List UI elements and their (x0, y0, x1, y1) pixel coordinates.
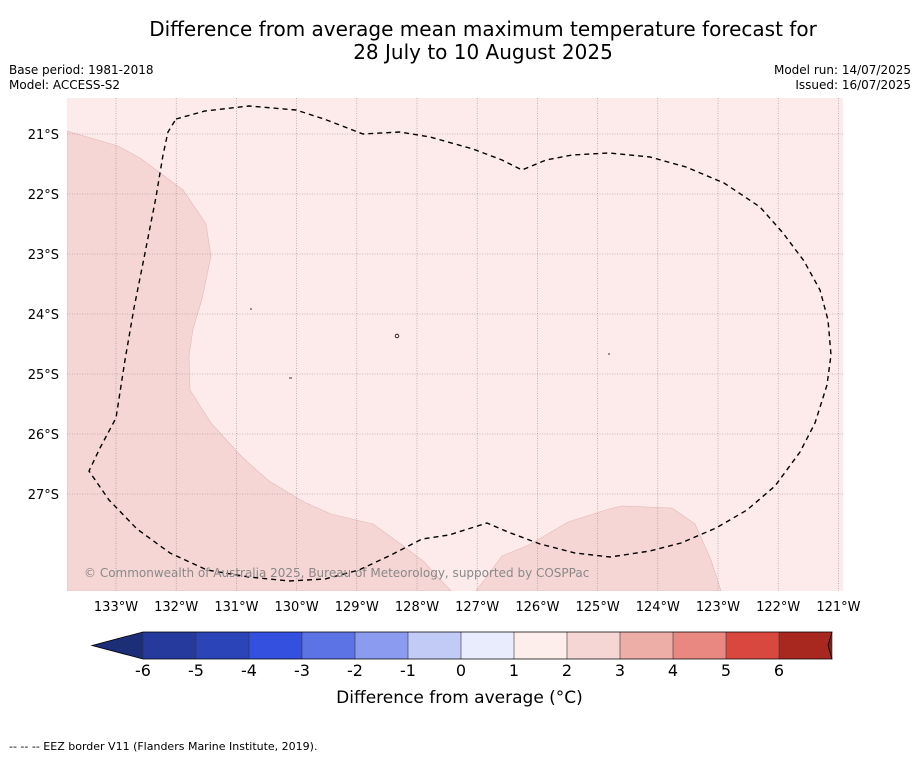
colorbar-swatch (726, 632, 779, 659)
longitude-label: 131°W (214, 600, 258, 615)
colorbar-outline (90, 631, 833, 660)
longitude-labels: 133°W 132°W 131°W 130°W 129°W 128°W 127°W 126°W… (94, 600, 861, 615)
anomaly-region-1-2-west (67, 130, 452, 591)
longitude-label: 129°W (335, 600, 379, 615)
colorbar-swatch (620, 632, 673, 659)
colorbar-tick-label: -1 (400, 661, 416, 680)
eez-border (88, 105, 832, 582)
longitude-label: 132°W (154, 600, 198, 615)
colorbar-label: Difference from average (°C) (336, 688, 583, 708)
colorbar-tick-label: -6 (135, 661, 151, 680)
colorbar-tick-label: -3 (294, 661, 310, 680)
colorbar-under-arrow (92, 632, 143, 659)
colorbar-tick-label: 4 (668, 661, 678, 680)
chart-title: Difference from average mean maximum tem… (0, 18, 919, 64)
colorbar-swatch (673, 632, 726, 659)
colorbar-swatch (514, 632, 567, 659)
colorbar-swatch (196, 632, 249, 659)
colorbar-swatch (302, 632, 355, 659)
title-line-1: Difference from average mean maximum tem… (149, 17, 817, 41)
colorbar-swatch (249, 632, 302, 659)
anomaly-region-1-2-southeast (475, 505, 722, 591)
latitude-labels: 21°S 22°S 23°S 24°S 25°S 26°S 27°S (28, 128, 59, 503)
colorbar-swatch (779, 632, 832, 659)
longitude-label: 121°W (816, 600, 860, 615)
eez-footnote: -- -- -- EEZ border V11 (Flanders Marine… (9, 740, 318, 753)
latitude-label: 25°S (28, 368, 59, 383)
latitude-label: 21°S (28, 128, 59, 143)
longitude-label: 122°W (756, 600, 800, 615)
model-run: Model run: 14/07/2025 (773, 63, 911, 77)
map-area: © Commonwealth of Australia 2025, Bureau… (67, 98, 843, 591)
longitude-label: 125°W (576, 600, 620, 615)
colorbar-swatch (461, 632, 514, 659)
latitude-label: 26°S (28, 428, 59, 443)
copyright-notice: © Commonwealth of Australia 2025, Bureau… (84, 566, 589, 580)
issued-date: Issued: 16/07/2025 (795, 78, 911, 92)
colorbar: -6 -5 -4 -3 -2 -1 0 1 2 3 4 5 6 (90, 631, 833, 680)
meta-right: Model run: 14/07/2025 Issued: 16/07/2025 (774, 63, 911, 93)
longitude-label: 128°W (395, 600, 439, 615)
colorbar-swatch (567, 632, 620, 659)
longitude-label: 133°W (94, 600, 138, 615)
colorbar-tick-label: 0 (456, 661, 466, 680)
colorbar-swatch (408, 632, 461, 659)
colorbar-tick-label: 5 (721, 661, 731, 680)
colorbar-swatch (143, 632, 196, 659)
graticule (67, 98, 843, 591)
model-name: Model: ACCESS-S2 (9, 78, 121, 92)
longitude-label: 126°W (515, 600, 559, 615)
latitude-label: 23°S (28, 248, 59, 263)
colorbar-tick-label: -2 (347, 661, 363, 680)
longitude-label: 123°W (696, 600, 740, 615)
colorbar-tick-label: 1 (509, 661, 519, 680)
title-line-2: 28 July to 10 August 2025 (353, 40, 613, 64)
colorbar-tick-label: 2 (562, 661, 572, 680)
latitude-label: 27°S (28, 488, 59, 503)
meta-left: Base period: 1981-2018 Model: ACCESS-S2 (9, 63, 154, 93)
colorbar-swatch (355, 632, 408, 659)
colorbar-tick-label: -4 (241, 661, 257, 680)
colorbar-tick-label: 3 (615, 661, 625, 680)
longitude-label: 124°W (636, 600, 680, 615)
latitude-label: 24°S (28, 308, 59, 323)
island-marker (394, 333, 400, 339)
base-period: Base period: 1981-2018 (9, 63, 154, 77)
colorbar-tick-label: -5 (188, 661, 204, 680)
colorbar-over-arrow (828, 632, 832, 659)
longitude-label: 130°W (275, 600, 319, 615)
colorbar-tick-label: 6 (774, 661, 784, 680)
island-markers (250, 308, 610, 379)
latitude-label: 22°S (28, 188, 59, 203)
longitude-label: 127°W (455, 600, 499, 615)
